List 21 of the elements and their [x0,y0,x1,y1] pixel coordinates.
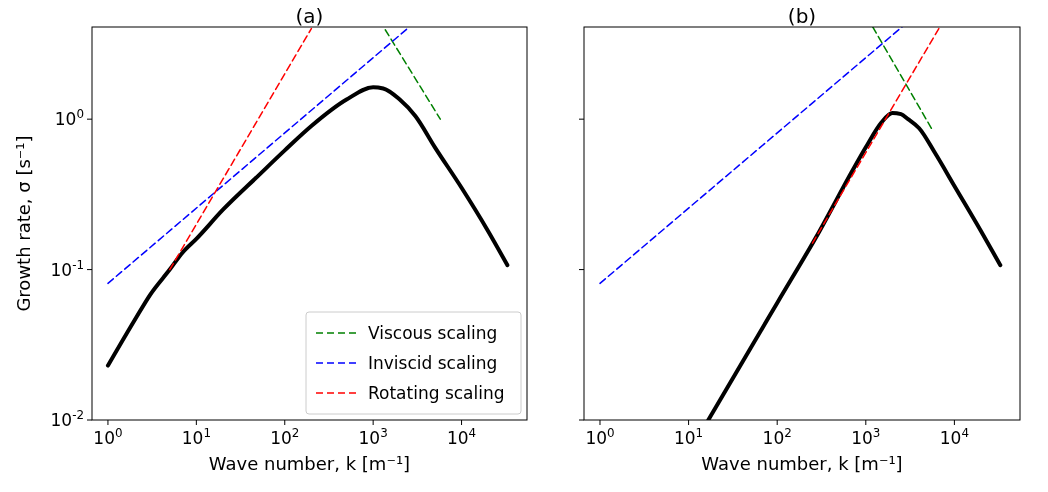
y-tick-label: 10$^{-2}$ [50,408,84,430]
chart-title: (b) [787,4,817,28]
x-axis-title: Wave number, k [m⁻¹] [208,453,411,474]
legend-label: Inviscid scaling [368,353,498,373]
y-tick-label: 10$^{-1}$ [50,257,84,280]
x-tick-label: 10$^{2}$ [762,426,792,448]
x-tick-label: 10$^{3}$ [358,426,388,448]
y-tick-label: 10$^{0}$ [54,107,84,130]
x-tick-label: 10$^{0}$ [93,426,123,448]
x-tick-label: 10$^{1}$ [181,426,211,448]
x-tick-label: 10$^{2}$ [270,426,300,448]
x-tick-label: 10$^{3}$ [851,426,881,448]
legend-label: Rotating scaling [368,383,505,403]
x-tick-label: 10$^{1}$ [673,426,704,448]
x-tick-label: 10$^{4}$ [939,426,970,448]
x-tick-label: 10$^{4}$ [446,426,477,448]
x-tick-label: 10$^{0}$ [585,426,615,448]
x-axis-title: Wave number, k [m⁻¹] [701,453,903,474]
y-axis-title: Growth rate, σ [s⁻¹] [13,135,34,312]
legend-label: Viscous scaling [368,323,498,343]
chart-title: (a) [295,4,324,28]
